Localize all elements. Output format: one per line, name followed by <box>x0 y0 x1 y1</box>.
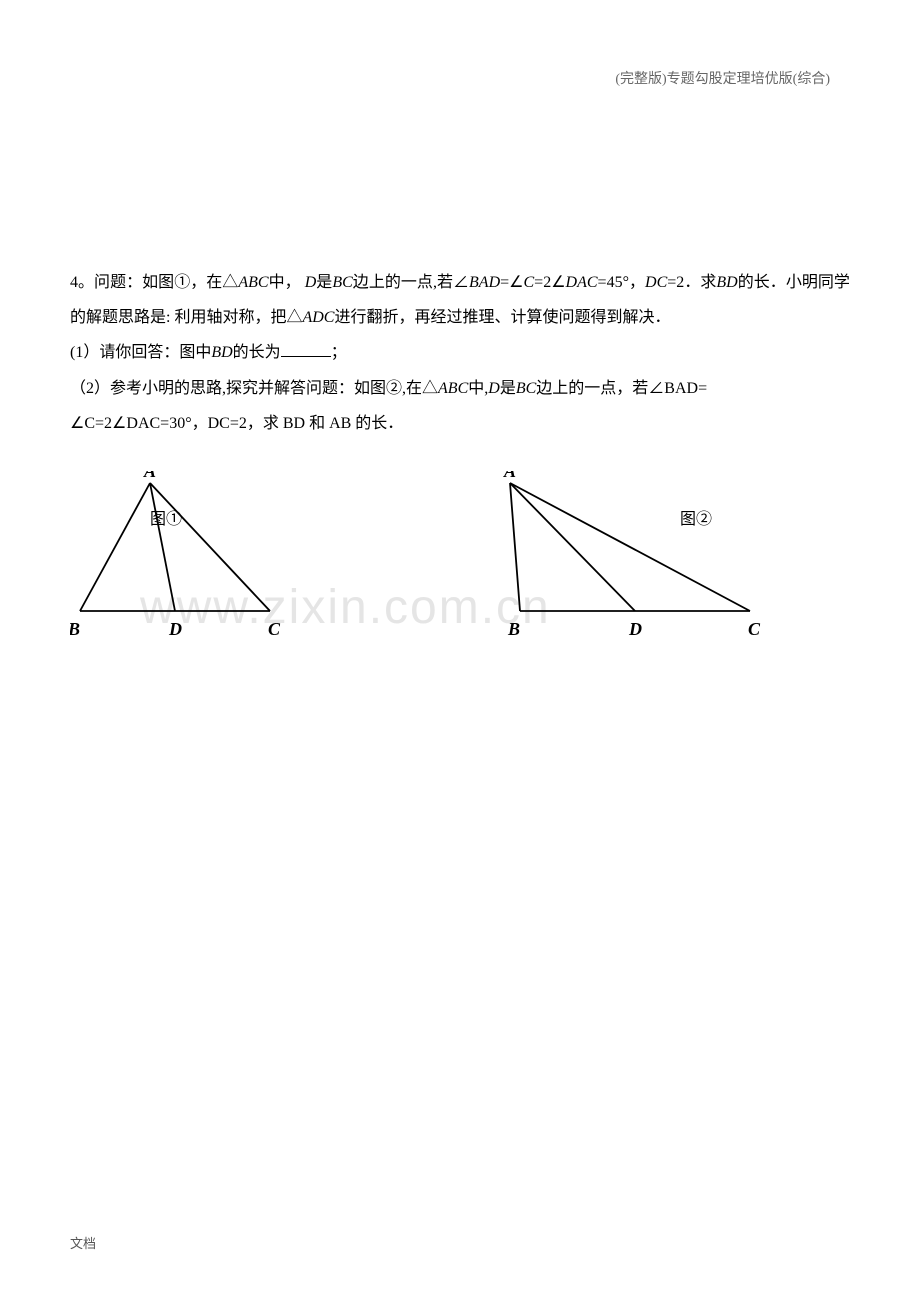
main-content: 4。问题：如图①，在△ABC中， D是BC边上的一点,若∠BAD=∠C=2∠DA… <box>70 265 850 671</box>
svg-text:B: B <box>507 619 520 639</box>
svg-text:B: B <box>70 619 80 639</box>
q2-b: 中, <box>468 380 488 397</box>
q1-prefix: (1）请你回答：图中 <box>70 344 211 361</box>
p2: 中， <box>269 274 301 291</box>
p6: 进行翻折，再经过推理、计算使问题得到解决． <box>334 309 670 326</box>
q1-end: ； <box>331 344 347 361</box>
var-adc: ADC <box>302 309 334 326</box>
var-c: C <box>524 274 535 291</box>
svg-text:D: D <box>168 619 182 639</box>
triangle-1-svg: A B D C <box>70 471 300 646</box>
eq4: =2．求 <box>667 274 716 291</box>
problem-intro: 4。问题：如图①，在△ABC中， D是BC边上的一点,若∠BAD=∠C=2∠DA… <box>70 265 850 335</box>
q1-suffix: 的长为 <box>233 344 281 361</box>
q2-d: D <box>488 380 500 397</box>
svg-text:A: A <box>503 471 516 481</box>
var-bd: BD <box>716 274 737 291</box>
p3: 是 <box>316 274 332 291</box>
eq2: =2∠ <box>534 274 565 291</box>
intro-text: 4。问题：如图①，在△ <box>70 274 238 291</box>
svg-text:D: D <box>628 619 642 639</box>
q2-line2: ∠C=2∠DAC=30°，DC=2，求 BD 和 AB 的长． <box>70 415 403 432</box>
p4: 边上的一点,若∠ <box>353 274 469 291</box>
q2-d2: 边上的一点，若∠BAD= <box>536 380 707 397</box>
var-bc: BC <box>332 274 352 291</box>
figure-1: A B D C <box>70 471 300 651</box>
q2-a: （2）参考小明的思路,探究并解答问题：如图②,在△ <box>70 380 438 397</box>
figures-container: A B D C A B D C <box>70 471 850 671</box>
var-dc: DC <box>645 274 667 291</box>
question-1: (1）请你回答：图中BD的长为 ； <box>70 335 850 370</box>
svg-text:A: A <box>143 471 156 481</box>
var-bad: BAD <box>469 274 500 291</box>
svg-text:C: C <box>268 619 281 639</box>
var-abc: ABC <box>238 274 268 291</box>
q1-var: BD <box>211 344 232 361</box>
answer-blank <box>281 343 331 357</box>
q2-bc: BC <box>516 380 536 397</box>
page-header: (完整版)专题勾股定理培优版(综合) <box>615 68 830 88</box>
footer-text: 文档 <box>70 1233 96 1252</box>
figure-1-caption: 图① <box>150 505 182 529</box>
svg-text:C: C <box>748 619 761 639</box>
question-2: （2）参考小明的思路,探究并解答问题：如图②,在△ABC中,D是BC边上的一点，… <box>70 371 850 441</box>
var-d: D <box>305 274 317 291</box>
figure-2: A B D C <box>450 471 780 651</box>
q2-c: 是 <box>500 380 516 397</box>
eq3: =45°， <box>598 274 645 291</box>
q2-abc: ABC <box>438 380 468 397</box>
figure-2-caption: 图② <box>680 505 712 529</box>
triangle-2-svg: A B D C <box>450 471 780 646</box>
var-dac: DAC <box>566 274 598 291</box>
eq1: =∠ <box>500 274 523 291</box>
